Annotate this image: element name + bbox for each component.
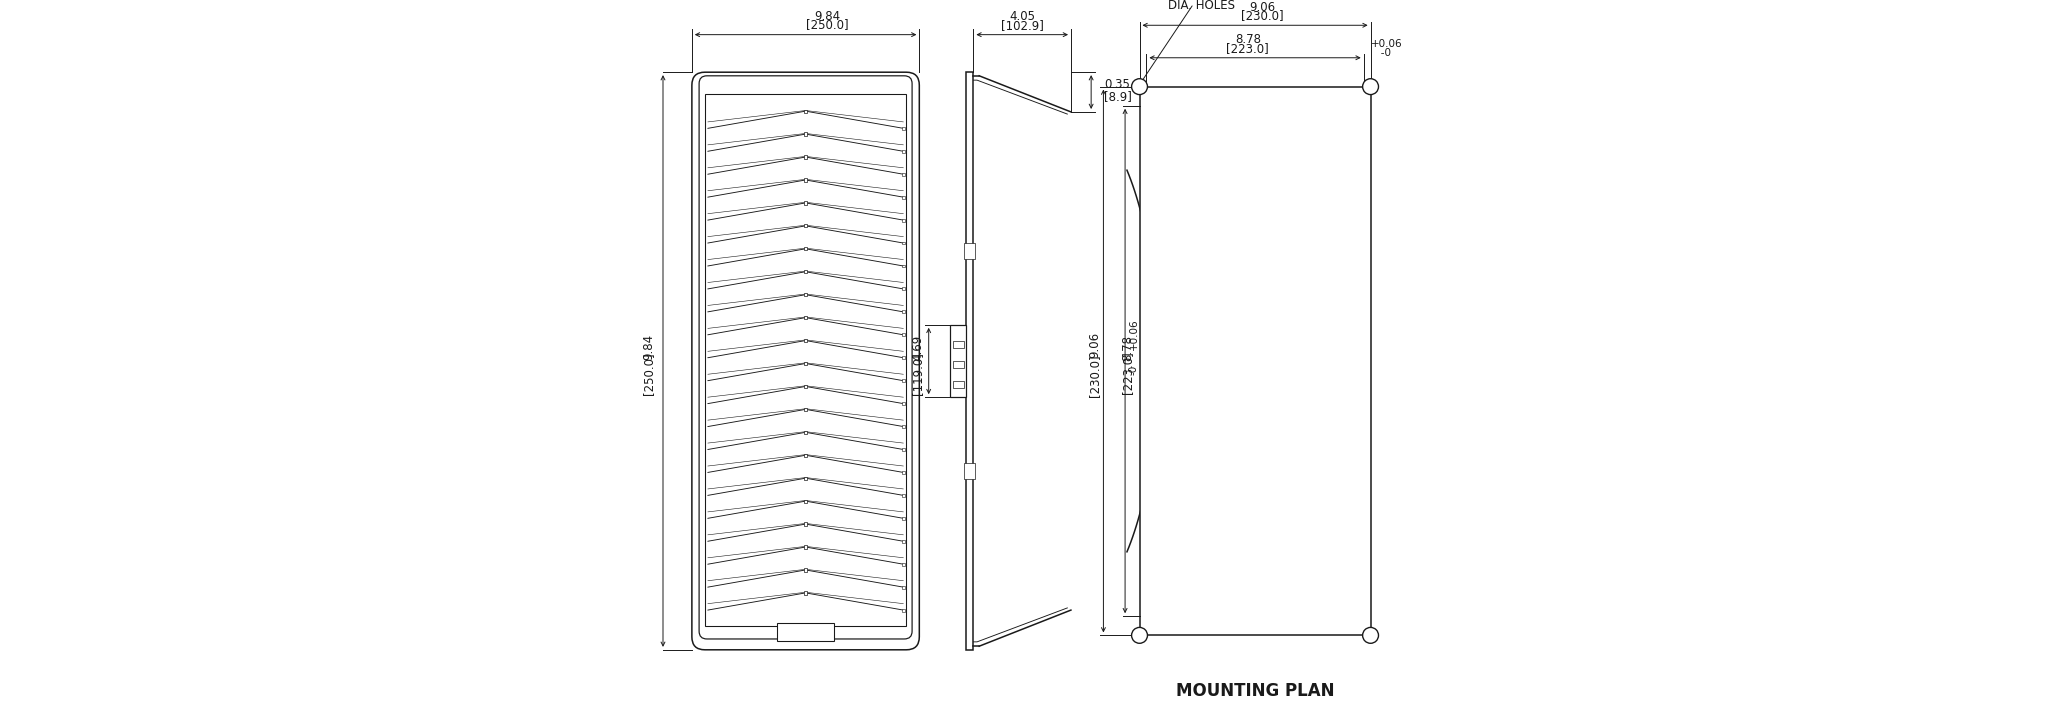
Bar [952, 341, 965, 348]
Bar [805, 362, 807, 365]
Bar [1139, 87, 1370, 635]
Bar [805, 132, 807, 136]
Text: [102.9]: [102.9] [1001, 19, 1044, 32]
Bar [901, 494, 905, 497]
Bar [805, 568, 807, 572]
Bar [805, 155, 807, 159]
Bar [705, 95, 907, 627]
Bar [952, 381, 965, 388]
Bar [901, 242, 905, 245]
Bar [805, 270, 807, 274]
Bar [901, 425, 905, 428]
Text: [8.9]: [8.9] [1104, 90, 1133, 103]
Text: [119.0]: [119.0] [911, 352, 924, 396]
FancyBboxPatch shape [692, 72, 920, 650]
Bar [901, 402, 905, 405]
Text: 9.84: 9.84 [643, 334, 655, 360]
Text: 0.35: 0.35 [1104, 78, 1130, 92]
Text: -0: -0 [1370, 48, 1391, 58]
Bar [805, 247, 807, 251]
Text: 8.78: 8.78 [1122, 335, 1135, 361]
Bar [805, 523, 807, 526]
Bar [901, 287, 905, 290]
Bar [901, 357, 905, 360]
Bar [901, 379, 905, 382]
Bar [901, 173, 905, 175]
Circle shape [1133, 627, 1147, 643]
Bar [965, 463, 975, 479]
Text: 4.69: 4.69 [911, 335, 924, 361]
Bar [901, 310, 905, 313]
FancyBboxPatch shape [698, 76, 911, 639]
Bar [805, 408, 807, 411]
Text: +0.06: +0.06 [1128, 318, 1139, 350]
Bar [901, 219, 905, 222]
Bar [901, 264, 905, 267]
Text: [223.0]: [223.0] [1227, 42, 1270, 55]
Bar [901, 448, 905, 451]
Bar [805, 477, 807, 480]
Bar [805, 201, 807, 204]
Bar [805, 110, 807, 113]
Bar [805, 339, 807, 342]
Bar [901, 196, 905, 199]
Text: 9.06: 9.06 [1087, 332, 1102, 358]
Bar [950, 325, 967, 397]
Text: 9.84: 9.84 [815, 10, 840, 23]
Circle shape [1133, 79, 1147, 95]
Bar [805, 431, 807, 434]
Bar [901, 517, 905, 520]
Bar [901, 540, 905, 543]
Bar [901, 609, 905, 612]
Text: 4.05: 4.05 [1010, 10, 1034, 23]
Bar [965, 243, 975, 259]
Text: +0.06: +0.06 [1370, 39, 1403, 49]
Text: -0: -0 [1128, 365, 1139, 375]
Text: 9.06: 9.06 [1249, 1, 1276, 14]
Bar [952, 361, 965, 368]
Bar [805, 293, 807, 296]
Bar [776, 622, 834, 641]
Text: [250.0]: [250.0] [643, 352, 655, 396]
Bar [805, 453, 807, 457]
Bar [901, 562, 905, 565]
Bar [805, 225, 807, 227]
Text: [250.0]: [250.0] [807, 18, 848, 31]
Circle shape [1362, 627, 1378, 643]
Bar [805, 545, 807, 549]
Bar [805, 500, 807, 503]
Bar [901, 334, 905, 336]
Bar [901, 471, 905, 474]
Text: [223.0]: [223.0] [1122, 351, 1135, 394]
Bar [805, 591, 807, 594]
Text: 8.78: 8.78 [1235, 33, 1262, 46]
Text: DIA. HOLES: DIA. HOLES [1169, 0, 1235, 12]
Bar [805, 385, 807, 388]
Bar [967, 72, 973, 650]
Circle shape [1362, 79, 1378, 95]
Bar [805, 316, 807, 319]
Bar [805, 178, 807, 182]
Bar [901, 586, 905, 588]
Text: [230.0]: [230.0] [1241, 9, 1284, 22]
Text: MOUNTING PLAN: MOUNTING PLAN [1176, 682, 1335, 700]
Text: [230.0]: [230.0] [1087, 354, 1102, 397]
Bar [901, 150, 905, 153]
Bar [901, 127, 905, 130]
